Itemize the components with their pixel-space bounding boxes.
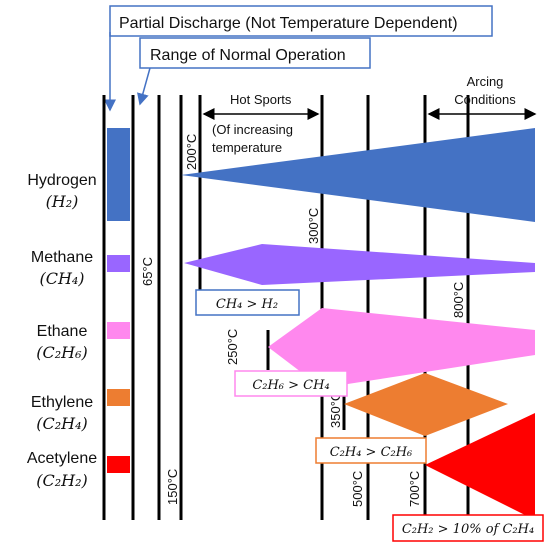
ethylene-name: Ethylene: [31, 394, 93, 411]
acetylene-formula: (C₂H₂): [36, 471, 88, 490]
methane-formula: (CH₄): [39, 269, 84, 288]
ratio-c2h4-c2h6-label: C₂H₄ > C₂H₆: [330, 445, 413, 460]
normal-operation-label: Range of Normal Operation: [150, 47, 346, 64]
acetylene-shape: [425, 413, 535, 520]
hot-spots-sub2: temperature: [212, 140, 282, 155]
temp-500c-label: 500°C: [350, 471, 365, 507]
temp-350c-label: 350°C: [328, 392, 343, 428]
temp-65c-label: 65°C: [140, 257, 155, 286]
ratio-c2h6-ch4-label: C₂H₆ > CH₄: [252, 378, 329, 393]
arcing-line2: Conditions: [454, 92, 516, 107]
hydrogen-formula: (H₂): [46, 192, 79, 211]
methane-shape: [184, 244, 535, 285]
hydrogen-pd-bar: [107, 128, 130, 221]
hydrogen-name: Hydrogen: [27, 172, 96, 189]
ethylene-shape: [344, 373, 508, 436]
ethane-name: Ethane: [37, 323, 88, 340]
normal-operation-arrow: [137, 67, 151, 106]
normal-operation-box: [139, 37, 371, 69]
hydrogen-shape: [181, 128, 535, 222]
temp-700c-label: 700°C: [407, 471, 422, 507]
ethylene-formula: (C₂H₄): [36, 414, 88, 433]
ratio-ch4-h2-label: CH₄ > H₂: [216, 297, 278, 312]
hot-spots-sub1: (Of increasing: [212, 122, 293, 137]
acetylene-pd-bar: [107, 456, 130, 473]
methane-name: Methane: [31, 249, 93, 266]
ethane-pd-bar: [107, 322, 130, 339]
methane-pd-bar: [107, 255, 130, 272]
arcing-line1: Arcing: [467, 74, 504, 89]
hot-spots-title: Hot Sports: [230, 92, 292, 107]
temp-200c-label: 200°C: [184, 134, 199, 170]
ratio-c2h6-ch4-box: [234, 370, 348, 397]
partial-discharge-label: Partial Discharge (Not Temperature Depen…: [119, 15, 458, 32]
temp-150c-label: 150°C: [165, 469, 180, 505]
ratio-c2h2-c2h4-box: [392, 514, 544, 542]
temp-800c-label: 800°C: [451, 282, 466, 318]
temp-300c-label: 300°C: [306, 208, 321, 244]
ratio-c2h2-c2h4-label: C₂H₂ > 10% of C₂H₄: [402, 522, 534, 537]
ratio-c2h4-c2h6-box: [315, 437, 427, 464]
ethane-shape: [268, 308, 535, 388]
ethane-formula: (C₂H₆): [36, 343, 88, 362]
ethylene-pd-bar: [107, 389, 130, 406]
temp-250c-label: 250°C: [225, 329, 240, 365]
partial-discharge-box: [109, 5, 493, 37]
ratio-ch4-h2-box: [195, 289, 300, 316]
acetylene-name: Acetylene: [27, 450, 97, 467]
